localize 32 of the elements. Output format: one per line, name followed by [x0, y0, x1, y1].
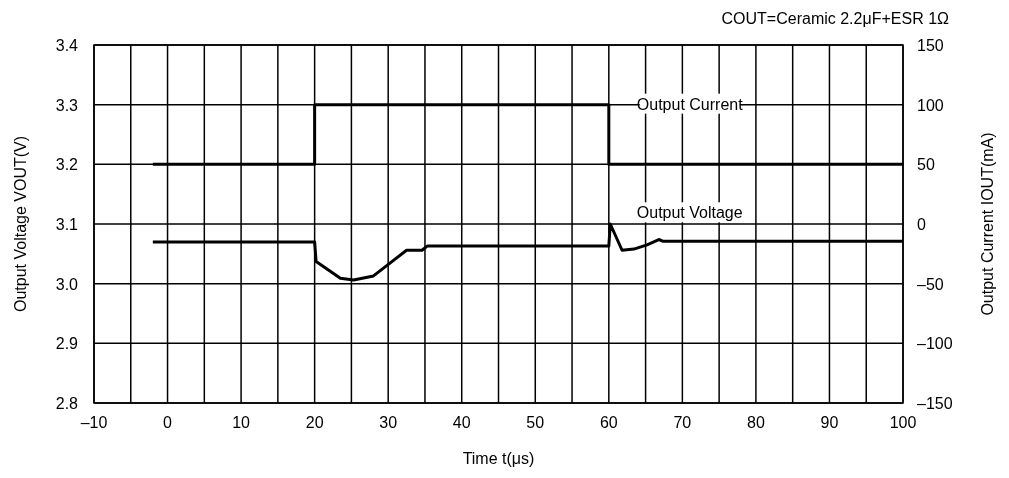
- y2-tick-label: 100: [917, 96, 944, 114]
- y2-tick-label: 50: [917, 156, 935, 174]
- x-tick-label: 0: [163, 414, 173, 431]
- series-label: Output Current: [636, 95, 744, 113]
- y-tick-label: 2.8: [55, 395, 79, 412]
- x-tick-label: 30: [379, 414, 398, 431]
- y2-tick-label: 0: [917, 216, 926, 233]
- x-tick-label: 80: [747, 414, 765, 431]
- x-tick-label: 40: [452, 414, 471, 431]
- chart-title: COUT=Ceramic 2.2μF+ESR 1Ω: [721, 10, 950, 27]
- y2-tick-label: –50: [917, 275, 944, 293]
- y2-tick-label: 150: [917, 37, 944, 54]
- x-tick-label: 50: [526, 414, 545, 431]
- y-tick-label: 3.1: [55, 216, 79, 233]
- y-tick-label: 3.0: [55, 275, 79, 293]
- y2-axis-title: Output Current IOUT(mA): [979, 132, 996, 316]
- x-tick-label: 100: [889, 414, 917, 431]
- x-tick-label: 70: [673, 414, 692, 431]
- y-tick-label: 3.2: [55, 156, 79, 174]
- x-tick-label: 60: [599, 414, 618, 431]
- y-axis-title: Output Voltage VOUT(V): [12, 135, 29, 313]
- y-tick-label: 2.9: [55, 335, 79, 353]
- y-tick-label: 3.4: [55, 37, 79, 54]
- series-label: Output Voltage: [636, 204, 743, 222]
- x-tick-label: 90: [820, 414, 839, 431]
- x-axis-title: Time t(μs): [462, 450, 535, 467]
- x-tick-label: 10: [232, 414, 251, 431]
- y-tick-label: 3.3: [55, 96, 79, 114]
- x-tick-label: 20: [305, 414, 324, 431]
- y2-tick-label: –150: [917, 395, 953, 412]
- y2-tick-label: –100: [917, 335, 953, 353]
- x-tick-label: –10: [80, 414, 108, 431]
